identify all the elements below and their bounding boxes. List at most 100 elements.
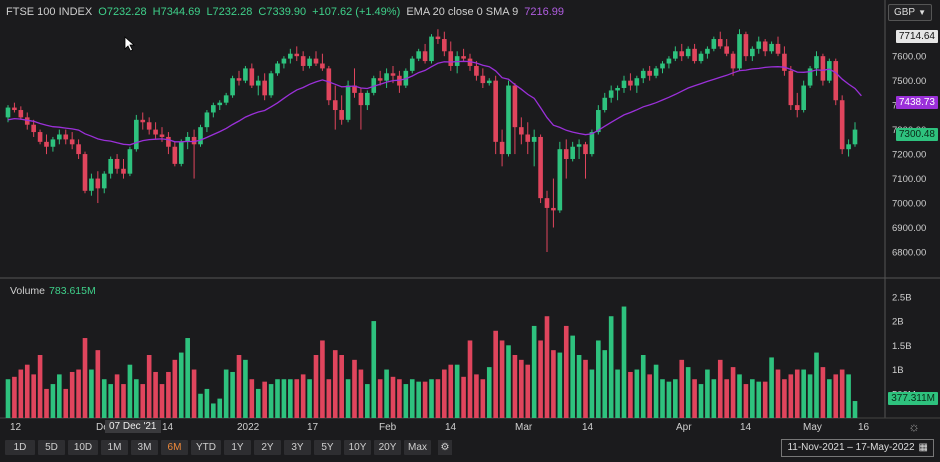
volume-bar [621, 306, 627, 418]
low-value: L7232.28 [206, 6, 253, 18]
volume-bar [570, 335, 575, 418]
range-button-3y[interactable]: 3Y [284, 440, 311, 455]
volume-bar [114, 374, 120, 418]
date-range-picker[interactable]: 11-Nov-2021 – 17-May-2022 ▦ [781, 439, 934, 457]
volume-bar [236, 355, 242, 418]
volume-bar [134, 379, 139, 418]
candle-body [827, 61, 832, 81]
volume-bar [24, 364, 30, 418]
range-button-ytd[interactable]: YTD [191, 440, 221, 455]
volume-bar [89, 369, 94, 418]
range-button-max[interactable]: Max [404, 440, 431, 455]
volume-bar [140, 384, 146, 418]
volume-bar [268, 384, 274, 418]
candle-body [12, 107, 17, 111]
candle-body [159, 134, 165, 137]
candle-body [44, 141, 49, 147]
candle-body [262, 80, 267, 96]
candle-body [724, 46, 729, 54]
volume-title: Volume [10, 285, 46, 297]
volume-bar [191, 369, 197, 418]
time-tick-label: 14 [740, 422, 752, 433]
range-button-1m[interactable]: 1M [101, 440, 128, 455]
candle-body [583, 144, 588, 155]
time-tick-label: May [803, 422, 822, 433]
candle-body [95, 178, 101, 189]
volume-bar [121, 384, 126, 418]
candle-body [775, 43, 781, 54]
candle-body [486, 80, 492, 84]
volume-bar [788, 374, 794, 418]
volume-bar [204, 388, 210, 418]
ohlc-header: FTSE 100 INDEX O7232.28 H7344.69 L7232.2… [6, 6, 567, 18]
range-button-10d[interactable]: 10D [68, 440, 98, 455]
volume-bar [275, 379, 280, 418]
currency-dropdown[interactable]: GBP ▼ [887, 4, 932, 21]
candle-body [698, 53, 704, 62]
volume-bar [313, 355, 319, 418]
volume-bar [506, 345, 511, 418]
candle-body [519, 127, 524, 135]
range-button-1d[interactable]: 1D [5, 440, 35, 455]
volume-bar [525, 364, 531, 418]
price-tick-label: 7500.00 [892, 76, 926, 87]
volume-bar [153, 371, 158, 418]
volume-bar [12, 376, 17, 418]
volume-bar [403, 384, 409, 418]
last-price-tag: 7300.48 [895, 128, 938, 141]
candle-body [140, 119, 146, 123]
volume-bar [294, 379, 300, 418]
price-tick-label: 7200.00 [892, 150, 926, 161]
volume-bar [352, 359, 357, 418]
volume-bar [640, 355, 646, 418]
volume-bar [531, 325, 537, 418]
range-button-5y[interactable]: 5Y [314, 440, 341, 455]
volume-bar [679, 359, 685, 418]
open-value: O7232.28 [98, 6, 147, 18]
volume-bar [730, 367, 736, 418]
range-button-6m[interactable]: 6M [161, 440, 188, 455]
volume-bar [660, 379, 665, 418]
settings-icon[interactable]: ☼ [908, 419, 920, 434]
candle-body [647, 70, 652, 76]
change-value: +107.62 (+1.49%) [312, 6, 401, 18]
volume-bar [429, 379, 434, 418]
candle-body [743, 34, 749, 57]
volume-bar [409, 379, 415, 418]
volume-bar [474, 374, 479, 418]
volume-bar [371, 321, 377, 418]
candle-body [358, 92, 364, 106]
candle-body [352, 85, 357, 93]
range-button-1y[interactable]: 1Y [224, 440, 251, 455]
volume-bar [435, 379, 441, 418]
candle-body [512, 85, 518, 128]
gear-icon[interactable]: ⚙ [438, 440, 452, 455]
candle-body [551, 207, 556, 211]
price-tick-label: 6900.00 [892, 223, 926, 234]
volume-bar [416, 381, 421, 418]
range-button-10y[interactable]: 10Y [344, 440, 371, 455]
range-button-5d[interactable]: 5D [38, 440, 65, 455]
range-button-20y[interactable]: 20Y [374, 440, 401, 455]
volume-bar [563, 325, 569, 418]
candle-body [409, 58, 415, 71]
candle-body [634, 78, 640, 86]
range-button-3m[interactable]: 3M [131, 440, 158, 455]
volume-bar [146, 355, 152, 418]
volume-bar [249, 379, 255, 418]
volume-bar [461, 376, 466, 418]
time-tick-label: 12 [10, 422, 22, 433]
volume-bar [756, 381, 762, 418]
volume-tick-label: 2.5B [892, 292, 912, 303]
candle-body [288, 53, 293, 59]
volume-bar [82, 338, 88, 418]
volume-bar [634, 369, 640, 418]
volume-bar [647, 374, 652, 418]
candle-body [146, 122, 152, 130]
volume-bar [63, 388, 69, 418]
range-button-2y[interactable]: 2Y [254, 440, 281, 455]
volume-bar [442, 369, 447, 418]
volume-bar [839, 369, 845, 418]
